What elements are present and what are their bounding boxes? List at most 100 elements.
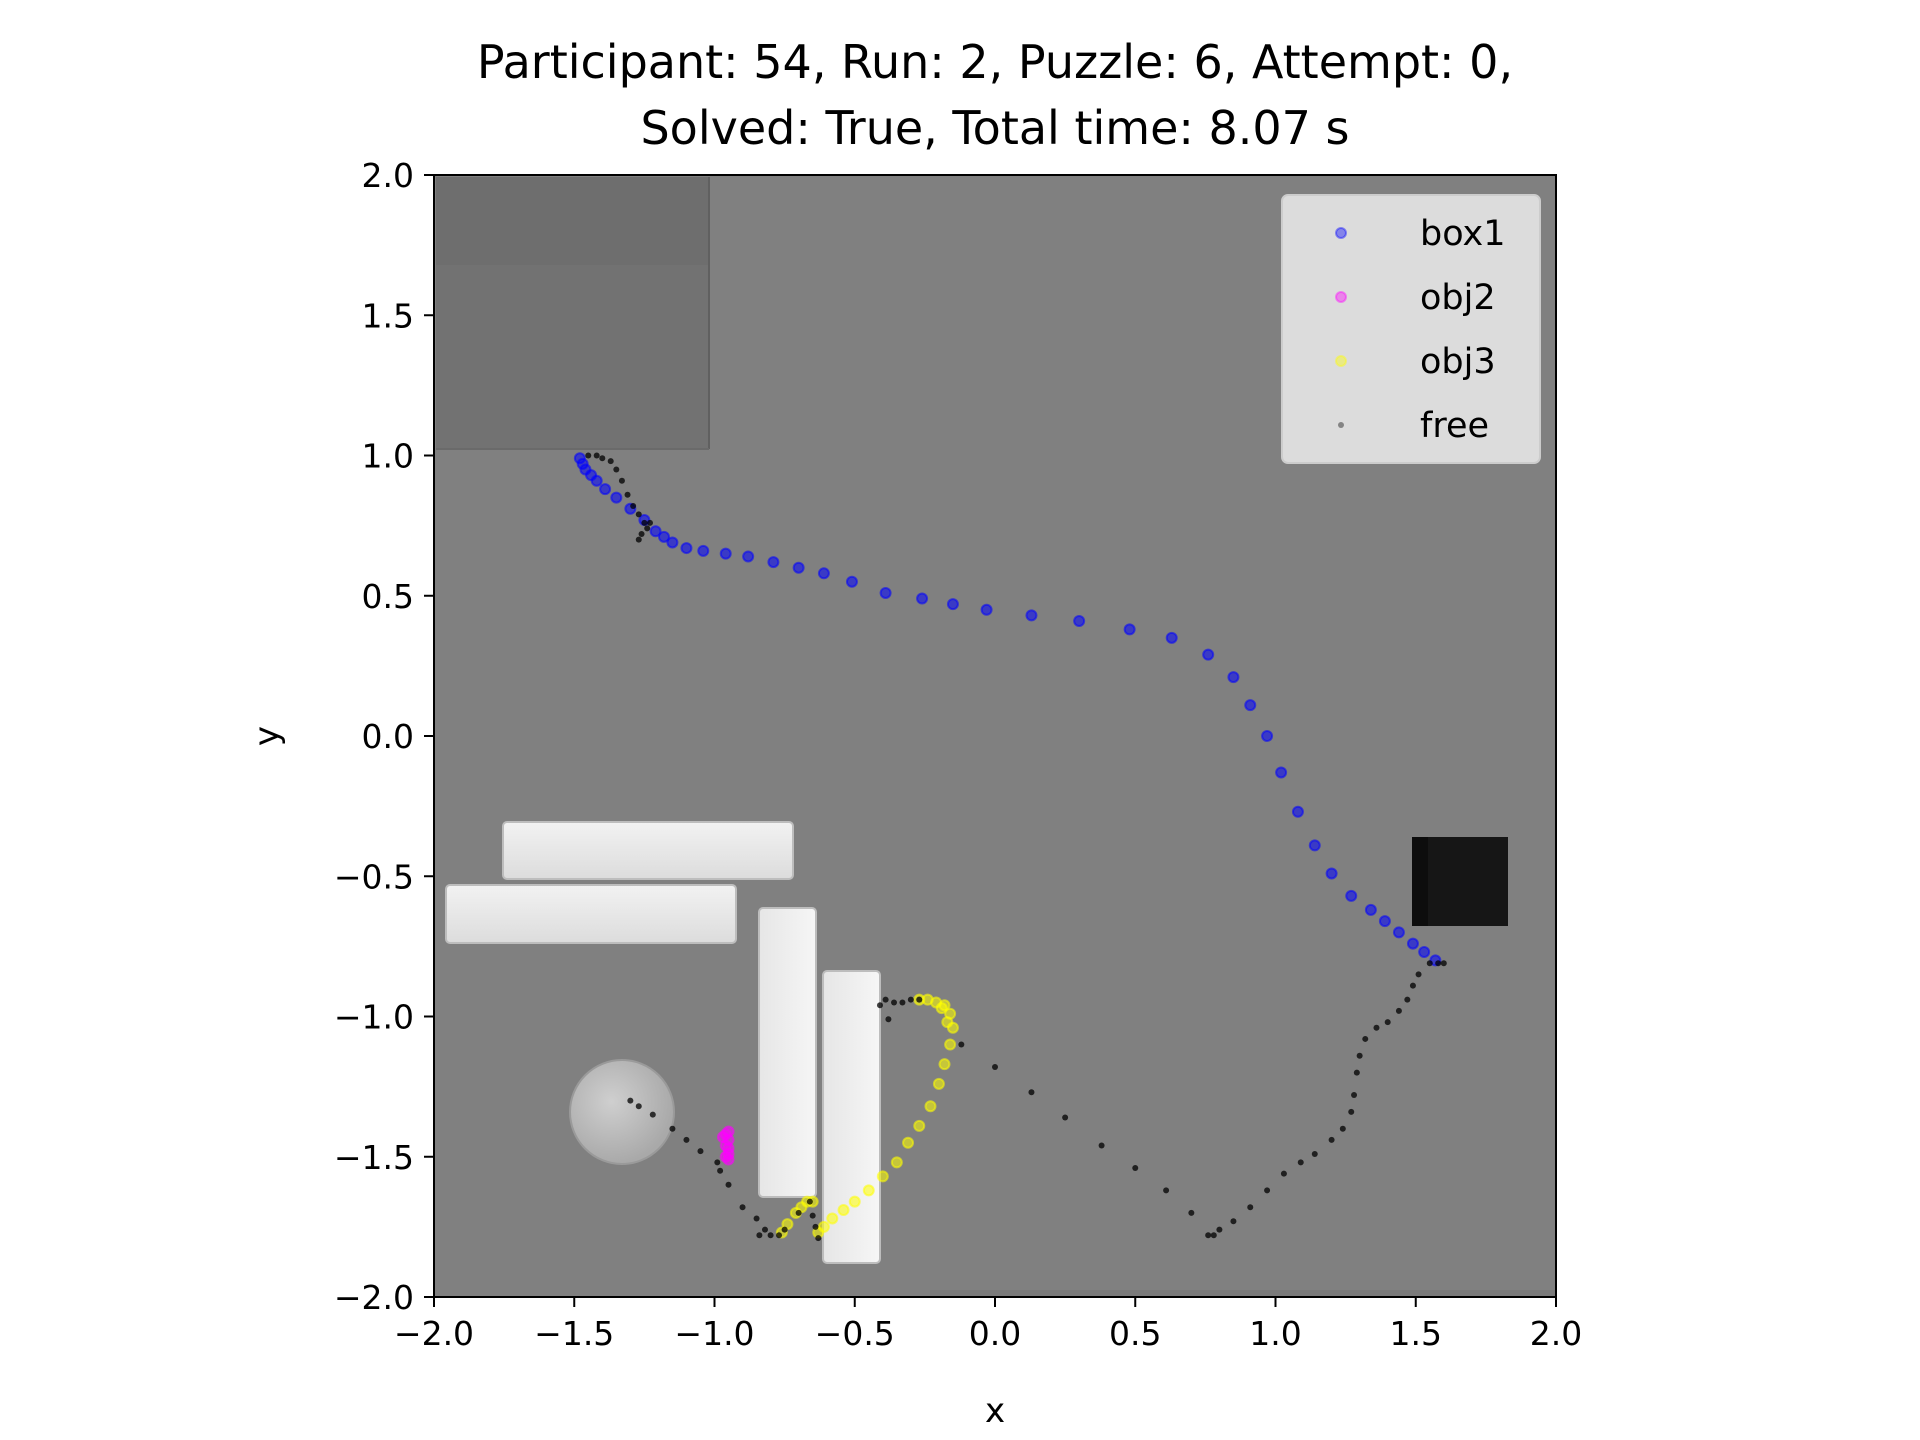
point-box1 [1291, 805, 1304, 818]
point-free [1404, 996, 1411, 1003]
point-free [1409, 982, 1416, 989]
point-box1 [845, 575, 858, 588]
chart-title-line2: Solved: True, Total time: 8.07 s [640, 101, 1349, 155]
point-free [916, 996, 923, 1003]
point-free [669, 1125, 676, 1132]
point-box1 [666, 536, 679, 549]
point-free [607, 458, 614, 465]
y-tick-label: 1.0 [362, 437, 414, 476]
x-tick-label: −1.5 [534, 1314, 614, 1353]
y-tick-label: 0.0 [362, 717, 414, 756]
point-free [1328, 1136, 1335, 1143]
point-box1 [1227, 671, 1240, 684]
point-free [683, 1136, 690, 1143]
legend-marker-box1 [1335, 227, 1347, 239]
point-box1 [1165, 631, 1178, 644]
point-free [618, 477, 625, 484]
point-free [815, 1235, 822, 1242]
point-obj3 [837, 1204, 850, 1217]
point-free [593, 452, 600, 459]
point-free [1351, 1092, 1358, 1099]
point-free [1356, 1052, 1363, 1059]
point-box1 [916, 592, 929, 605]
legend-marker-obj3 [1335, 355, 1347, 367]
point-free [806, 1198, 813, 1205]
point-free [1098, 1142, 1105, 1149]
y-tick-label: 1.5 [362, 296, 414, 335]
point-box1 [879, 586, 892, 599]
point-box1 [1406, 937, 1419, 950]
point-box1 [1392, 926, 1405, 939]
point-box1 [1073, 614, 1086, 627]
point-free [1062, 1114, 1069, 1121]
point-free [885, 1016, 892, 1023]
point-free [891, 999, 898, 1006]
point-free [646, 519, 653, 526]
point-free [1395, 1007, 1402, 1014]
point-free [697, 1148, 704, 1155]
scene-block [758, 907, 817, 1198]
axis-ticks: −2.0 −1.5 −1.0 −0.5 0.0 0.5 1.0 1.5 2.0 2.0 1.5 1.0… [334, 156, 1582, 1353]
point-free [638, 531, 645, 538]
legend-marker-free [1338, 422, 1344, 428]
point-box1 [719, 547, 732, 560]
point-box1 [946, 598, 959, 611]
scene-floor-seam [930, 1290, 1556, 1297]
point-box1 [599, 483, 612, 496]
point-free [1311, 1150, 1318, 1157]
y-tick-label: 2.0 [362, 156, 414, 195]
point-free [585, 452, 592, 459]
point-free [717, 1167, 724, 1174]
point-box1 [649, 525, 662, 538]
point-obj3 [876, 1170, 889, 1183]
point-free [767, 1232, 774, 1239]
point-free [761, 1226, 768, 1233]
point-free [1216, 1226, 1223, 1233]
y-tick-label: −0.5 [334, 857, 414, 896]
point-obj3 [941, 1016, 954, 1029]
y-tick-label: −2.0 [334, 1278, 414, 1317]
point-free [753, 1215, 760, 1222]
point-free [630, 502, 637, 509]
point-box1 [1378, 915, 1391, 928]
point-free [812, 1223, 819, 1230]
x-tick-label: 2.0 [1530, 1314, 1582, 1353]
y-axis-label: y [247, 726, 287, 746]
legend-label-obj3: obj3 [1420, 342, 1496, 382]
point-free [1373, 1024, 1380, 1031]
point-box1 [1123, 623, 1136, 636]
point-free [809, 1212, 816, 1219]
point-box1 [590, 474, 603, 487]
x-tick-label: 1.0 [1249, 1314, 1301, 1353]
point-free [1163, 1187, 1170, 1194]
point-box1 [792, 561, 805, 574]
scene-corner-shade-inner [436, 177, 709, 265]
point-box1 [658, 530, 671, 543]
point-free [644, 525, 651, 532]
point-free [1362, 1035, 1369, 1042]
point-obj3 [924, 1100, 937, 1113]
point-free [641, 519, 648, 526]
x-tick-label: 1.5 [1390, 1314, 1442, 1353]
x-tick-label: 0.5 [1109, 1314, 1161, 1353]
point-free [876, 1002, 883, 1009]
point-free [624, 491, 631, 498]
point-free [635, 536, 642, 543]
point-box1 [1275, 766, 1288, 779]
x-axis-label: x [985, 1391, 1005, 1431]
point-free [1230, 1218, 1237, 1225]
scatter-points [573, 452, 1447, 1242]
point-box1 [767, 556, 780, 569]
point-free [882, 996, 889, 1003]
point-box1 [1345, 889, 1358, 902]
point-free [1426, 960, 1433, 967]
point-free [795, 1209, 802, 1216]
point-free [1348, 1108, 1355, 1115]
point-free [756, 1232, 763, 1239]
point-free [1339, 1125, 1346, 1132]
point-free [1440, 960, 1447, 967]
point-box1 [1325, 867, 1338, 880]
point-free [1415, 971, 1422, 978]
y-tick-label: −1.5 [334, 1138, 414, 1177]
